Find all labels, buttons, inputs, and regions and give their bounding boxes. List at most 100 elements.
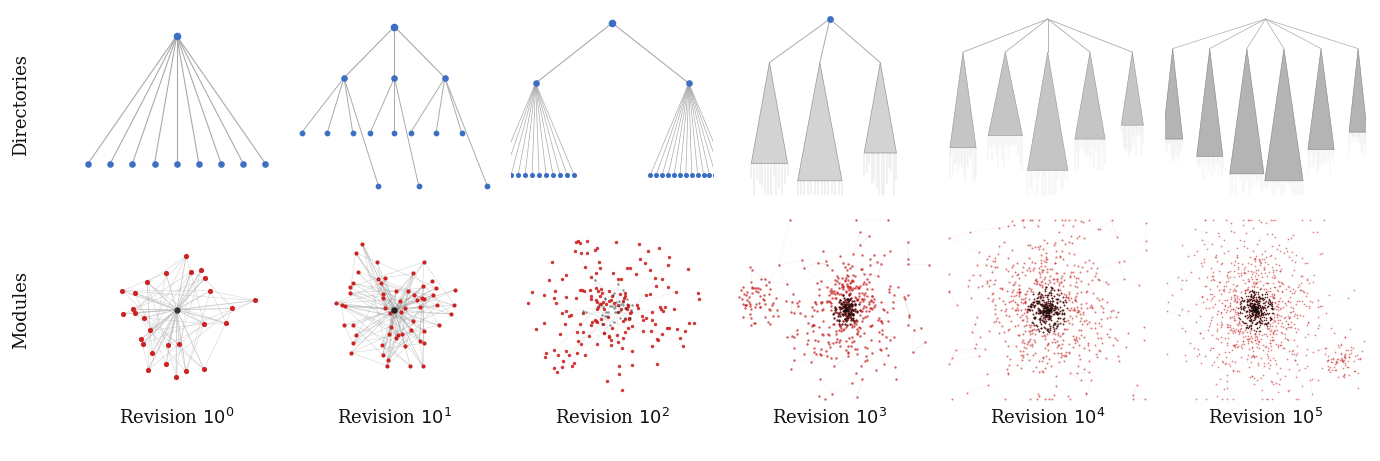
Point [835, 323, 857, 331]
Point [1027, 323, 1049, 330]
Point [850, 265, 872, 272]
Point [1263, 283, 1285, 290]
Point [1248, 311, 1270, 318]
Point [1014, 290, 1036, 297]
Point [1249, 278, 1271, 285]
Point [736, 292, 758, 299]
Point [1206, 310, 1228, 317]
Point [1014, 290, 1036, 298]
Point [1248, 323, 1270, 331]
Point [1325, 360, 1347, 367]
Point [1241, 372, 1263, 379]
Point [1260, 314, 1282, 322]
Point [824, 304, 846, 312]
Point [1263, 337, 1285, 344]
Point [835, 306, 857, 313]
Point [1254, 343, 1276, 350]
Point [822, 362, 845, 370]
Point [1028, 309, 1050, 317]
Point [1242, 347, 1264, 355]
Point [1243, 313, 1265, 320]
Point [842, 312, 864, 319]
Point [1047, 320, 1070, 328]
Point [782, 310, 805, 317]
Point [1018, 242, 1041, 249]
Point [1035, 299, 1057, 307]
Point [1243, 305, 1265, 313]
Point [137, 279, 159, 286]
Point [825, 277, 847, 284]
Point [380, 309, 402, 317]
Point [1315, 345, 1337, 352]
Point [817, 298, 839, 306]
Point [1161, 291, 1183, 299]
Point [1032, 307, 1054, 314]
Point [851, 251, 874, 259]
Point [1256, 396, 1278, 403]
Point [1238, 295, 1260, 302]
Point [1028, 297, 1050, 304]
Point [580, 321, 602, 329]
Point [1259, 336, 1281, 343]
Point [831, 327, 853, 334]
Point [1041, 284, 1063, 292]
Point [1270, 282, 1292, 290]
Point [386, 332, 408, 339]
Point [1248, 290, 1270, 298]
Point [914, 338, 936, 346]
Point [1241, 293, 1263, 300]
Point [1039, 306, 1061, 313]
Point [1036, 308, 1058, 316]
Point [1208, 296, 1230, 304]
Point [1061, 314, 1083, 322]
Point [1235, 307, 1257, 315]
Point [1230, 327, 1252, 335]
Point [644, 274, 667, 281]
Point [1252, 303, 1274, 311]
Point [1239, 311, 1261, 319]
Point [1245, 306, 1267, 313]
Point [1242, 304, 1264, 311]
Point [1245, 306, 1267, 313]
Point [1038, 301, 1060, 309]
Point [1058, 319, 1081, 327]
Point [1276, 320, 1299, 328]
Point [849, 284, 871, 292]
Point [566, 349, 588, 356]
Point [835, 310, 857, 318]
Point [744, 303, 766, 310]
Point [1297, 318, 1319, 325]
Point [1236, 324, 1259, 331]
Point [1032, 307, 1054, 314]
Point [838, 343, 860, 350]
Point [1243, 305, 1265, 312]
Point [1042, 307, 1064, 314]
Point [1029, 324, 1052, 331]
Point [1028, 306, 1050, 313]
Point [829, 299, 851, 306]
Point [1272, 324, 1294, 331]
Point [1246, 305, 1268, 312]
Point [704, 171, 726, 178]
Point [835, 337, 857, 344]
Point [1028, 327, 1050, 334]
Point [1238, 285, 1260, 293]
Point [1047, 306, 1070, 313]
Point [1279, 294, 1301, 301]
Point [978, 282, 1000, 290]
Point [766, 295, 788, 302]
Point [1245, 305, 1267, 313]
Point [1046, 300, 1068, 307]
Point [1239, 295, 1261, 302]
Point [1067, 234, 1089, 241]
Point [1252, 302, 1274, 310]
Point [758, 306, 780, 313]
Point [584, 276, 606, 284]
Point [589, 300, 611, 307]
Point [1234, 296, 1256, 304]
Point [1245, 306, 1267, 313]
Point [413, 327, 435, 335]
Point [1065, 297, 1087, 304]
Point [1032, 354, 1054, 361]
Point [1028, 300, 1050, 307]
